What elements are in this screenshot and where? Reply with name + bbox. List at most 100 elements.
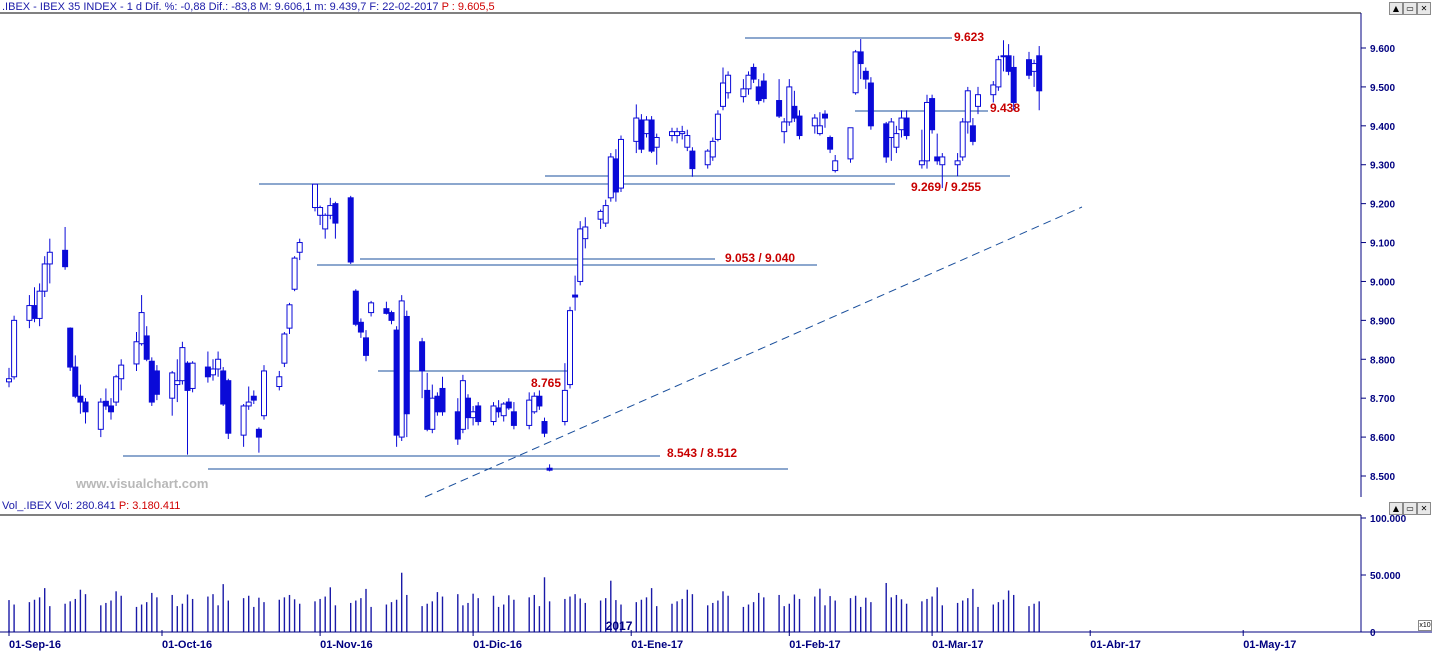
candle-body [118,364,125,380]
level-label: 9.623 [954,30,984,44]
candle-body [424,389,431,430]
x-tick-label: 01-Abr-17 [1090,639,1141,651]
candle-body [510,411,517,426]
candle-body [781,121,788,133]
close-button[interactable]: ✕ [1417,2,1431,15]
candle-body [1010,66,1017,103]
candle-body [755,86,762,102]
candle-body [174,380,181,386]
candle-body [847,127,854,160]
minimize-button[interactable]: ▲ [1389,2,1403,15]
candle-body [1031,63,1038,72]
candle-body [490,405,497,423]
candle-body [138,312,145,345]
candle-body [245,401,252,407]
y-tick-label: 9.400 [1370,122,1395,133]
candle-body [286,304,293,329]
candle-body [720,82,726,107]
candle-body [786,86,793,123]
maximize-button[interactable]: ▭ [1403,2,1417,15]
candle-body [505,401,512,409]
candle-body [434,395,441,413]
candle-body [368,302,375,314]
candle-body [597,210,604,220]
candle-body [46,251,53,265]
y-tick-label: 8.500 [1370,472,1395,483]
axes: 8.500 8.600 8.700 8.800 8.900 9.000 9.100 9.200… [0,12,1432,651]
candle-body [760,80,767,100]
candle-body [179,347,186,382]
candle-body [653,136,660,148]
candle-body [893,133,900,148]
candle-body [572,294,579,298]
candle-body [500,403,507,417]
candle-body [261,370,267,417]
candle-body [72,366,79,397]
candle-body [612,158,619,193]
candle-body [398,300,405,438]
candle-body [6,378,12,383]
candle-body [439,387,446,413]
candle-body [577,228,584,282]
candle-body [108,405,114,413]
x-tick-label: 01-May-17 [1243,639,1296,651]
candle-body [776,100,783,117]
candle-body [41,263,48,292]
candle-body [169,372,176,399]
y-tick-label: 8.700 [1370,394,1395,405]
candle-body [1000,55,1007,58]
candle-body [281,333,288,364]
candle-body [822,113,828,119]
x-tick-label: 01-Mar-17 [932,639,983,651]
candle-body [454,411,461,440]
candle-body [1005,55,1012,72]
candle-body [929,98,936,131]
candle-body [215,358,222,370]
candle-body [148,360,155,403]
candle-body [133,341,140,365]
candle-body [220,370,227,405]
candle-body [465,397,471,419]
candle-body [852,51,859,94]
candle-body [363,337,369,356]
volume-maximize-button[interactable]: ▭ [1403,502,1417,515]
y-tick-label: 9.600 [1370,44,1395,55]
y-tick-label: 9.000 [1370,277,1395,288]
candle-body [862,70,869,80]
candle-body [827,136,834,150]
candle-body [704,150,711,166]
candle-body [102,400,109,407]
support-resistance-lines: 9.623 9.438 9.269 / 9.255 9.053 / 9.040 8.76… [123,30,1020,470]
candle-body [883,123,890,158]
volume-close-button[interactable]: ✕ [1417,502,1431,515]
candle-body [459,380,466,430]
candle-body [143,335,150,360]
candle-body [291,257,298,290]
volume-tick-label: 100.000 [1370,514,1407,525]
candle-body [388,312,395,321]
candle-body [332,203,339,224]
candle-body [924,101,930,162]
candle-body [811,117,818,127]
candle-body [745,74,752,90]
candle-body [888,121,895,138]
y-tick-label: 8.900 [1370,316,1395,327]
candle-body [62,249,69,268]
candle-body [153,370,160,395]
candle-body [546,467,553,471]
volume-minimize-button[interactable]: ▲ [1389,502,1403,515]
level-label: 9.438 [990,101,1020,115]
candle-body [995,59,1002,88]
candle-body [97,401,104,430]
candle-body [536,395,543,407]
candle-body [26,305,33,321]
candle-body [648,119,655,152]
candle-body [607,156,614,199]
candle-body [67,327,74,368]
candle-body [276,376,283,388]
candle-body [684,135,691,148]
candle-body [240,405,247,436]
candle-body [959,121,966,158]
candle-body [990,84,997,96]
